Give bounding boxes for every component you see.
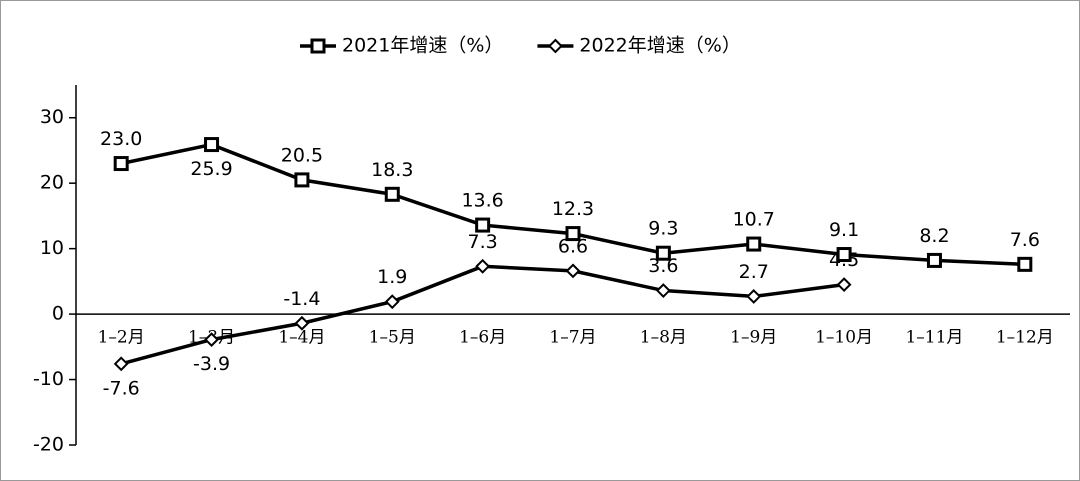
data-label: 10.7 [733, 209, 775, 231]
marker [1017, 256, 1033, 272]
data-label: 2.7 [739, 261, 769, 283]
data-label: 20.5 [281, 144, 323, 166]
data-label: 1.9 [377, 266, 407, 288]
marker [475, 258, 491, 274]
marker [565, 226, 581, 242]
data-label: 3.6 [648, 255, 678, 277]
marker [310, 38, 326, 54]
y-tick-label: 20 [40, 172, 64, 194]
x-tick-label: 1–9月 [730, 328, 777, 348]
marker [294, 172, 310, 188]
marker [384, 294, 400, 310]
marker [384, 186, 400, 202]
y-tick-label: 10 [40, 237, 64, 259]
x-tick-label: 1–7月 [549, 328, 596, 348]
data-label: 9.3 [648, 218, 678, 240]
x-tick-label: 1–4月 [278, 328, 325, 348]
marker [113, 156, 129, 172]
marker [113, 356, 129, 372]
y-tick-label: -10 [33, 368, 64, 390]
data-label: 13.6 [461, 190, 503, 212]
data-label: 9.1 [829, 219, 859, 241]
marker [655, 245, 671, 261]
data-label: 12.3 [552, 198, 594, 220]
data-label: 18.3 [371, 159, 413, 181]
data-label: 25.9 [190, 158, 232, 180]
marker [746, 289, 762, 304]
data-label: 6.6 [558, 235, 588, 257]
x-tick-label: 1–10月 [815, 328, 873, 348]
marker [746, 236, 762, 252]
marker [655, 283, 671, 298]
marker [565, 263, 581, 279]
data-label: -7.6 [103, 377, 140, 399]
legend-label: 2022年增速（%） [579, 35, 740, 57]
x-tick-label: 1–11月 [905, 328, 963, 348]
data-label: -1.4 [283, 288, 320, 310]
marker [548, 38, 563, 54]
y-tick-label: 0 [52, 303, 64, 325]
data-label: -3.9 [193, 353, 230, 375]
x-tick-label: 1–12月 [996, 328, 1054, 348]
marker [475, 217, 491, 233]
y-tick-label: -20 [33, 434, 64, 456]
x-tick-label: 1–8月 [640, 328, 687, 348]
marker [836, 277, 852, 293]
data-label: 23.0 [100, 128, 142, 150]
data-label: 4.5 [829, 249, 859, 271]
x-tick-label: 1–5月 [369, 328, 416, 348]
data-label: 7.3 [468, 231, 498, 253]
legend-label: 2021年增速（%） [342, 35, 503, 57]
data-label: 8.2 [919, 225, 949, 247]
x-tick-label: 1–2月 [98, 328, 145, 348]
marker [836, 247, 852, 263]
marker [294, 315, 310, 331]
marker [926, 252, 942, 268]
marker [204, 137, 220, 153]
marker [204, 332, 219, 348]
data-label: 7.6 [1010, 229, 1040, 251]
x-tick-label: 1–6月 [459, 328, 506, 348]
y-tick-label: 30 [40, 106, 64, 128]
